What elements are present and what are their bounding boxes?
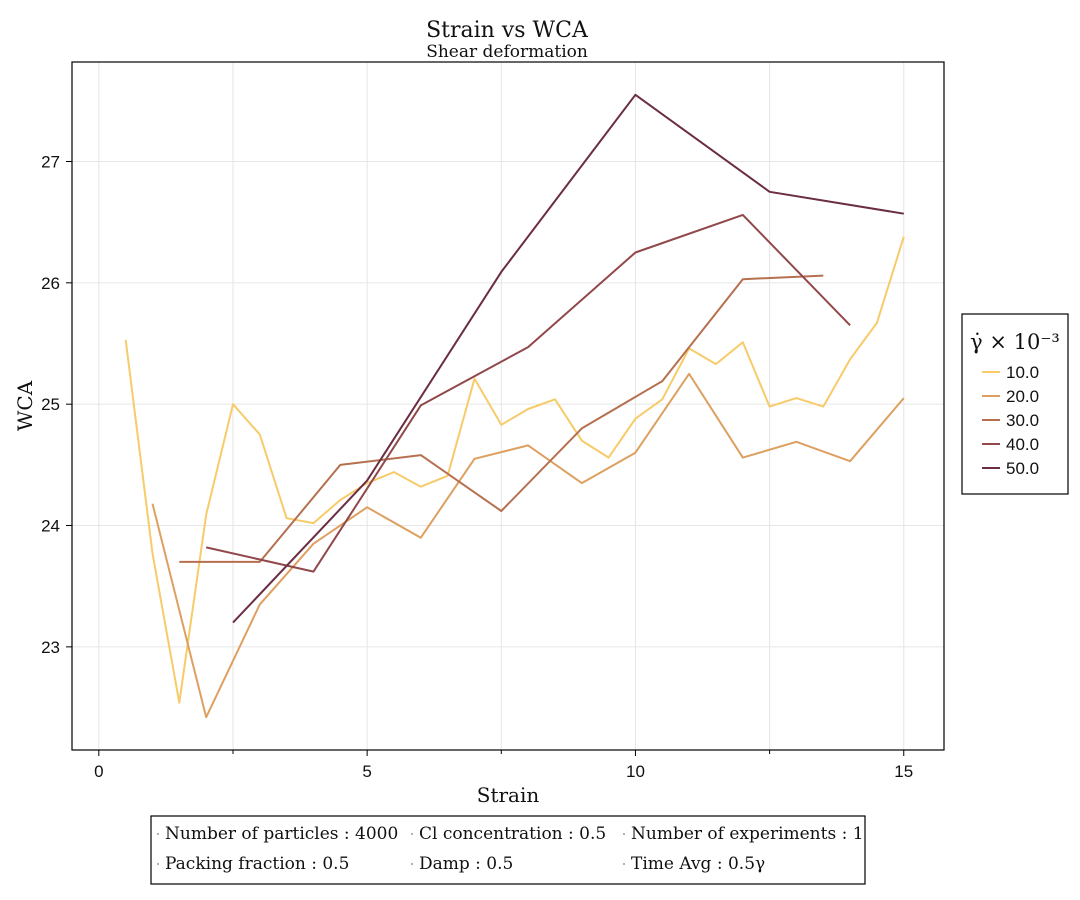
legend-label: 50.0 — [1006, 459, 1039, 478]
legend-label: 20.0 — [1006, 387, 1039, 406]
footer-bullet — [411, 863, 413, 865]
x-axis-label: Strain — [477, 783, 540, 807]
footer-entry: Damp : 0.5 — [419, 854, 513, 874]
legend-label: 30.0 — [1006, 411, 1039, 430]
footer-entry: Time Avg : 0.5γ — [631, 854, 765, 874]
footer-bullet — [157, 863, 159, 865]
plot-area-frame — [71, 61, 945, 751]
x-tick-label: 5 — [362, 762, 371, 781]
series-line-30.0 — [179, 274, 824, 563]
footer-entry: Cl concentration : 0.5 — [419, 824, 606, 844]
footer-legend: Number of particles : 4000 Cl concentrati… — [150, 815, 866, 885]
y-tick-label: 24 — [41, 517, 60, 536]
grid — [72, 62, 944, 750]
legend: γ̇ × 10⁻³ 10.0 20.0 30.0 40.0 50.0 — [961, 313, 1069, 495]
y-axis-label: WCA — [13, 380, 37, 431]
series-line-10.0 — [124, 236, 905, 704]
y-tick-label: 26 — [41, 274, 60, 293]
footer-entry: Number of particles : 4000 — [165, 824, 398, 844]
footer-bullet — [623, 863, 625, 865]
footer-bullet — [623, 833, 625, 835]
footer-bullet — [157, 833, 159, 835]
x-tick-label: 0 — [94, 762, 103, 781]
legend-label: 10.0 — [1006, 363, 1039, 382]
footer-entry: Number of experiments : 1 — [631, 824, 864, 844]
chart-title: Strain vs WCA — [426, 18, 589, 43]
y-tick-label: 23 — [41, 638, 60, 657]
x-tick-label: 15 — [894, 762, 913, 781]
axes: 0 5 10 15 23 24 25 26 27 — [41, 152, 913, 781]
series-lines — [124, 93, 905, 719]
legend-title: γ̇ × 10⁻³ — [970, 330, 1060, 354]
chart-subtitle: Shear deformation — [426, 42, 588, 62]
legend-label: 40.0 — [1006, 435, 1039, 454]
series-line-50.0 — [232, 93, 904, 624]
footer-legend-box — [150, 815, 866, 885]
y-tick-label: 27 — [41, 152, 60, 171]
footer-entry: Packing fraction : 0.5 — [165, 854, 349, 874]
footer-bullet — [411, 833, 413, 835]
series-line-40.0 — [205, 213, 851, 573]
series-line-20.0 — [151, 372, 905, 719]
legend-box — [961, 313, 1069, 495]
x-tick-label: 10 — [626, 762, 645, 781]
y-tick-label: 25 — [41, 395, 60, 414]
